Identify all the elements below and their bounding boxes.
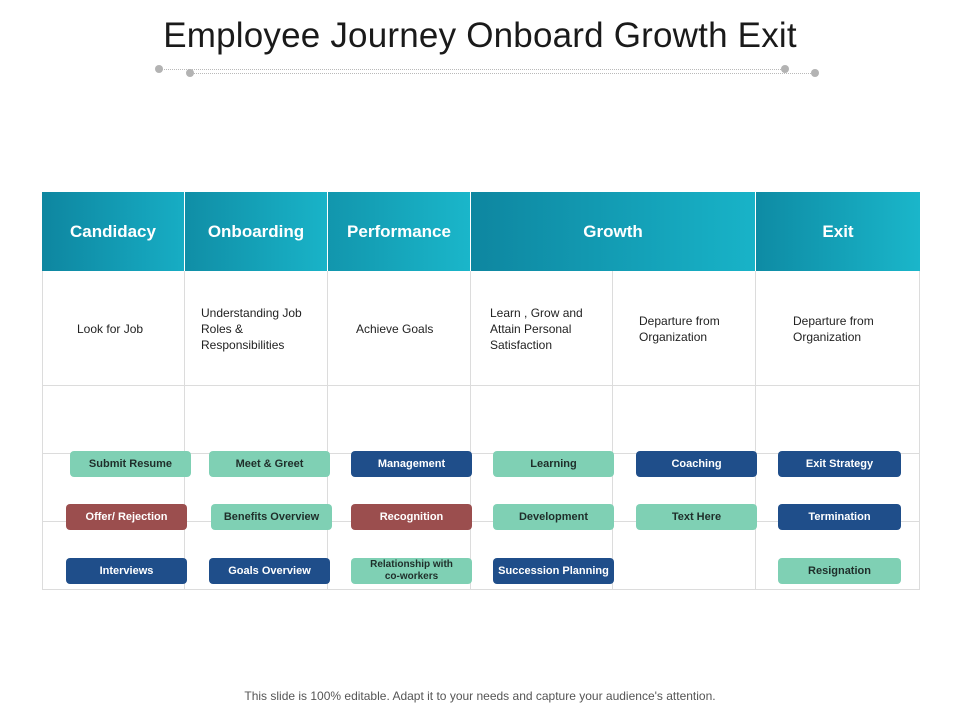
pill-offer-rejection: Offer/ Rejection [66,504,187,530]
desc-exit: Departure from Organization [793,314,874,344]
header-growth: Growth [471,192,755,271]
pill-recognition: Recognition [351,504,472,530]
pill-text-here: Text Here [636,504,757,530]
pill-resignation: Resignation [778,558,901,584]
desc-performance: Achieve Goals [356,322,434,336]
pill-relationship-coworkers: Relationship with co-workers [351,558,472,584]
pill-coaching: Coaching [636,451,757,477]
desc-onboarding: Understanding Job Roles & Responsibiliti… [201,306,302,352]
pill-learning: Learning [493,451,614,477]
pill-goals-overview: Goals Overview [209,558,330,584]
desc-growth-1: Learn , Grow and Attain Personal Satisfa… [490,306,583,352]
pill-management: Management [351,451,472,477]
desc-candidacy: Look for Job [77,322,144,336]
footer-note: This slide is 100% editable. Adapt it to… [244,689,716,703]
pill-meet-greet: Meet & Greet [209,451,330,477]
slide-title: Employee Journey Onboard Growth Exit [163,16,797,55]
header-exit: Exit [756,192,920,271]
desc-growth-2: Departure from Organization [639,314,720,344]
pill-succession-planning: Succession Planning [493,558,614,584]
pill-termination: Termination [778,504,901,530]
header-onboarding: Onboarding [185,192,327,271]
pill-interviews: Interviews [66,558,187,584]
pill-benefits-overview: Benefits Overview [211,504,332,530]
header-candidacy: Candidacy [42,192,184,271]
pill-exit-strategy: Exit Strategy [778,451,901,477]
header-performance: Performance [328,192,470,271]
pill-development: Development [493,504,614,530]
pill-submit-resume: Submit Resume [70,451,191,477]
